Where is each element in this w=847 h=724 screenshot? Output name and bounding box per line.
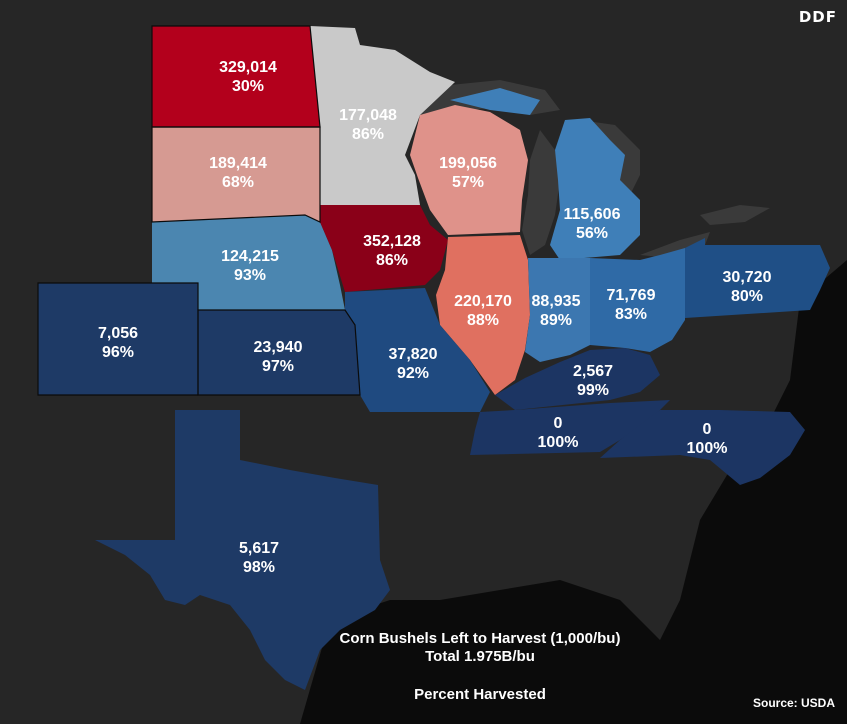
label-texas-bushels: 5,617 (239, 540, 279, 557)
map-total: Total 1.975B/bu (425, 648, 535, 665)
state-kentucky[interactable] (495, 348, 660, 410)
label-kentucky-pct: 99% (577, 382, 609, 399)
label-ohio-bushels: 71,769 (607, 287, 656, 304)
state-pennsylvania[interactable] (685, 238, 830, 318)
state-michigan[interactable] (450, 88, 640, 260)
label-nebraska-bushels: 124,215 (221, 248, 279, 265)
lake-huron (580, 120, 640, 205)
lake-erie (640, 232, 710, 258)
state-texas[interactable] (95, 410, 390, 690)
label-ohio-pct: 83% (615, 306, 647, 323)
label-kansas-bushels: 23,940 (254, 339, 303, 356)
label-south-dakota-bushels: 189,414 (209, 155, 267, 172)
label-missouri-bushels: 37,820 (389, 346, 438, 363)
label-north-carolina-pct: 100% (687, 440, 728, 457)
state-indiana[interactable] (525, 258, 590, 362)
map-subtitle: Percent Harvested (414, 686, 546, 703)
state-north-carolina[interactable] (600, 410, 805, 485)
label-missouri-pct: 92% (397, 365, 429, 382)
label-illinois-pct: 88% (467, 312, 499, 329)
ddf-logo: DDF (798, 8, 837, 26)
state-kansas[interactable] (198, 310, 360, 395)
source-credit: Source: USDA (752, 696, 835, 710)
state-north-dakota[interactable] (152, 26, 320, 127)
label-minnesota-bushels: 177,048 (339, 107, 397, 124)
label-iowa-bushels: 352,128 (363, 233, 421, 250)
label-colorado-bushels: 7,056 (98, 325, 138, 342)
state-borders (37, 25, 361, 396)
state-minnesota[interactable] (310, 26, 455, 205)
label-indiana-pct: 89% (540, 312, 572, 329)
label-kansas-pct: 97% (262, 358, 294, 375)
label-pennsylvania-pct: 80% (731, 288, 763, 305)
lake-michigan (522, 130, 560, 255)
label-illinois-bushels: 220,170 (454, 293, 512, 310)
state-nebraska[interactable] (152, 215, 345, 310)
label-nebraska-pct: 93% (234, 267, 266, 284)
label-indiana-bushels: 88,935 (532, 293, 581, 310)
label-michigan-bushels: 115,606 (564, 206, 621, 223)
label-colorado-pct: 96% (102, 344, 134, 361)
lake-ontario (700, 205, 770, 225)
label-north-dakota-bushels: 329,014 (219, 59, 277, 76)
map-title: Corn Bushels Left to Harvest (1,000/bu) (339, 630, 621, 647)
label-texas-pct: 98% (243, 559, 275, 576)
state-illinois[interactable] (436, 235, 530, 395)
label-minnesota-pct: 86% (352, 126, 384, 143)
state-south-dakota[interactable] (152, 127, 320, 222)
label-kentucky-bushels: 2,567 (573, 363, 613, 380)
label-iowa-pct: 86% (376, 252, 408, 269)
label-wisconsin-pct: 57% (452, 174, 484, 191)
label-tennessee-pct: 100% (538, 434, 579, 451)
label-tennessee-bushels: 0 (554, 415, 563, 432)
state-iowa[interactable] (320, 205, 448, 292)
state-ohio[interactable] (590, 248, 685, 352)
label-south-dakota-pct: 68% (222, 174, 254, 191)
state-colorado[interactable] (38, 283, 198, 395)
state-missouri[interactable] (345, 288, 490, 412)
label-pennsylvania-bushels: 30,720 (723, 269, 772, 286)
label-north-dakota-pct: 30% (232, 78, 264, 95)
label-north-carolina-bushels: 0 (703, 421, 712, 438)
state-wisconsin[interactable] (410, 105, 528, 235)
state-tennessee[interactable] (470, 400, 670, 455)
label-wisconsin-bushels: 199,056 (439, 155, 497, 172)
label-michigan-pct: 56% (576, 225, 608, 242)
